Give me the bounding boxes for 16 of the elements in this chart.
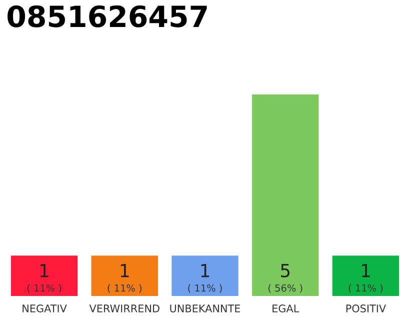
annotation: ( 11% ): [348, 284, 383, 293]
data-label: 1: [362, 264, 370, 278]
annotation: ( 11% ): [108, 284, 142, 293]
x-tick-label: UNBEKANNTE: [170, 304, 240, 312]
x-tick-label: POSITIV: [346, 304, 386, 312]
data-label: 1: [40, 264, 48, 278]
annotation: ( 11% ): [188, 284, 222, 293]
chart-title: 0851626457: [8, 5, 207, 28]
annotation: ( 11% ): [27, 284, 62, 293]
x-tick-label: VERWIRREND: [89, 304, 160, 312]
x-tick-label: EGAL: [272, 304, 300, 312]
data-label: 5: [281, 264, 290, 278]
data-label: 1: [201, 264, 210, 278]
annotation: ( 56% ): [268, 284, 302, 293]
x-tick-label: NEGATIV: [22, 304, 67, 312]
data-label: 1: [120, 264, 129, 278]
